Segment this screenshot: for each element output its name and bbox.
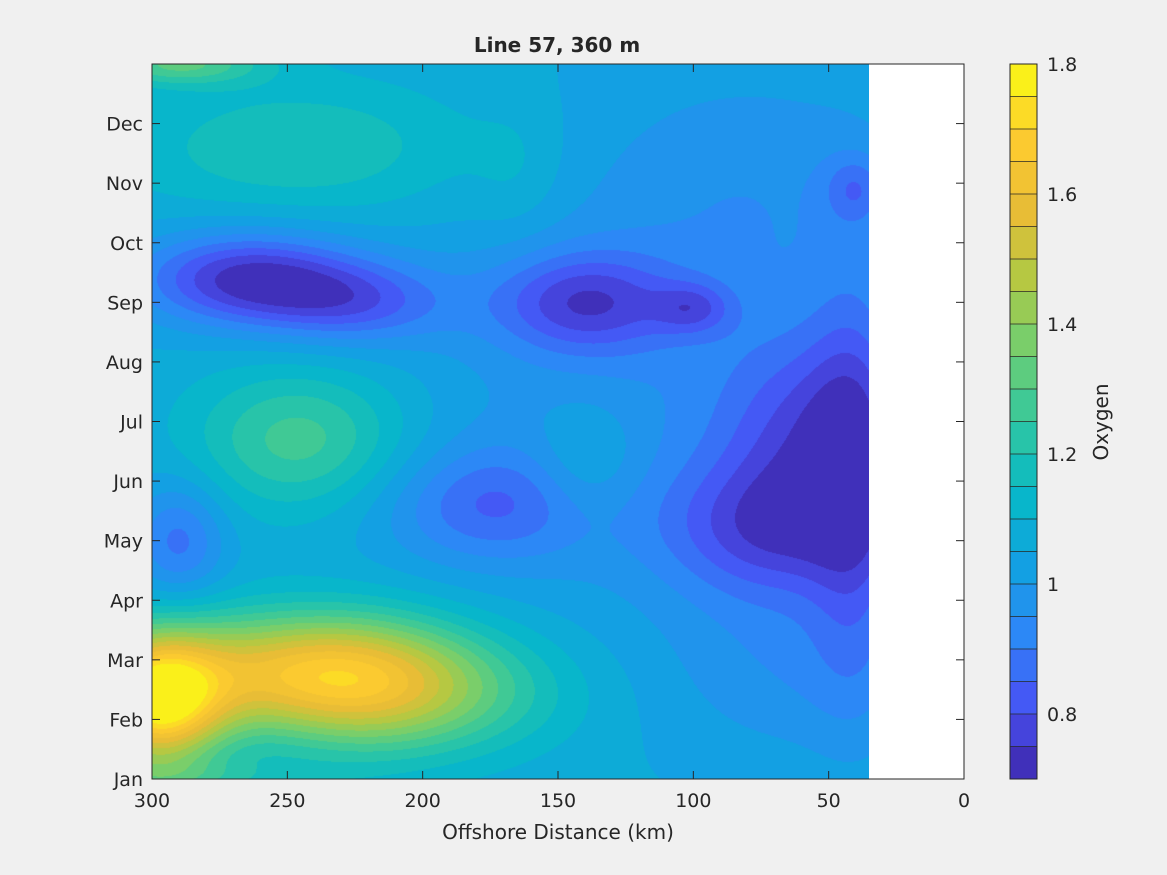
colorbar-tick-label: 1.4 (1047, 314, 1077, 336)
colorbar-ticks: 0.8 1 1.2 1.4 1.6 1.8 (1047, 54, 1077, 726)
x-tick-label: 100 (675, 790, 711, 812)
y-tick-label: Jul (119, 412, 143, 434)
colorbar-band (1010, 714, 1037, 747)
colorbar-band (1010, 324, 1037, 357)
colorbar-band (1010, 389, 1037, 422)
colorbar-band (1010, 649, 1037, 682)
colorbar-band (1010, 64, 1037, 97)
x-tick-label: 250 (269, 790, 305, 812)
y-tick-label: Mar (107, 650, 143, 672)
x-tick-label: 0 (958, 790, 970, 812)
y-axis: Jan Feb Mar Apr May Jun Jul Aug Sep Oct Nov Dec (104, 114, 964, 791)
x-tick-label: 200 (405, 790, 441, 812)
colorbar-band (1010, 746, 1037, 780)
x-tick-label: 150 (540, 790, 576, 812)
colorbar-band (1010, 519, 1037, 552)
y-tick-label: Jun (112, 471, 143, 493)
colorbar-tick-label: 1 (1047, 574, 1059, 596)
y-tick-label: Oct (110, 233, 143, 255)
colorbar-band (1010, 356, 1037, 390)
colorbar-bands (1010, 64, 1037, 780)
colorbar-band (1010, 194, 1037, 227)
colorbar-band (1010, 551, 1037, 585)
x-axis: 300 250 200 150 100 50 0 (134, 64, 970, 812)
x-axis-label: Offshore Distance (km) (442, 820, 674, 844)
colorbar-band (1010, 681, 1037, 715)
colorbar-band (1010, 486, 1037, 520)
colorbar-band (1010, 226, 1037, 260)
y-tick-label: Feb (109, 709, 143, 731)
colorbar-band (1010, 291, 1037, 325)
colorbar-tick-label: 0.8 (1047, 704, 1077, 726)
colorbar-tick-label: 1.2 (1047, 444, 1077, 466)
y-tick-label: May (104, 531, 143, 553)
colorbar-band (1010, 129, 1037, 162)
colorbar-band (1010, 584, 1037, 617)
plot-area: 300 250 200 150 100 50 0 Jan Feb Mar Apr May Jun Jul… (104, 63, 970, 844)
y-tick-label: Jan (113, 769, 143, 791)
y-tick-label: Aug (106, 352, 143, 374)
colorbar-band (1010, 454, 1037, 487)
colorbar-band (1010, 616, 1037, 650)
x-tick-label: 300 (134, 790, 170, 812)
colorbar-frame (1009, 63, 1038, 780)
colorbar-label: Oxygen (1089, 383, 1113, 460)
x-tick-label: 50 (817, 790, 841, 812)
y-tick-label: Dec (106, 114, 143, 136)
colorbar-band (1010, 96, 1037, 130)
y-tick-label: Nov (106, 173, 143, 195)
colorbar-tick-label: 1.6 (1047, 184, 1077, 206)
colorbar-tick-label: 1.8 (1047, 54, 1077, 76)
oxygen-contour-field (152, 64, 869, 779)
colorbar-band (1010, 161, 1037, 195)
y-tick-label: Sep (107, 292, 143, 314)
colorbar: 0.8 1 1.2 1.4 1.6 1.8 Oxygen (1009, 54, 1113, 780)
colorbar-band (1010, 421, 1037, 455)
y-tick-label: Apr (110, 590, 143, 612)
colorbar-band (1010, 259, 1037, 292)
chart-title: Line 57, 360 m (474, 33, 640, 57)
